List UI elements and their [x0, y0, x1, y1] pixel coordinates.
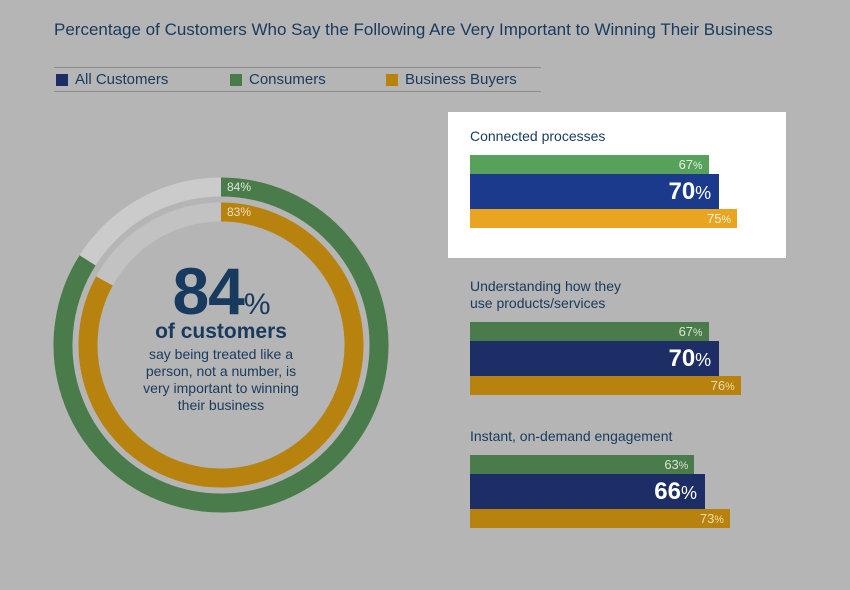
legend-label-all-customers: All Customers: [75, 71, 169, 88]
bar-group: Understanding how they use products/servi…: [448, 262, 786, 395]
bar-unit: %: [680, 483, 697, 503]
bar-value: 63: [664, 457, 679, 472]
bar-group-label: Understanding how they use products/servi…: [470, 278, 621, 312]
bar-all: 66%: [470, 474, 705, 509]
donut-center: 84% of customers say being treated like …: [51, 175, 391, 515]
bar-group-label-line: Connected processes: [470, 128, 606, 144]
donut-headline: of customers: [155, 320, 287, 343]
bar-value: 67: [678, 324, 694, 339]
bar-group-label: Instant, on-demand engagement: [470, 428, 672, 445]
bar-group-label-line: Understanding how they: [470, 278, 621, 294]
bar-value: 76: [710, 378, 726, 393]
donut-big-unit: %: [243, 288, 271, 321]
legend-item-consumers: Consumers: [230, 71, 326, 88]
bar-group: Instant, on-demand engagement 63% 66% 73%: [448, 412, 786, 540]
donut-chart: 84% 83%: [51, 175, 391, 515]
bar-consumers: 63%: [470, 455, 695, 474]
bar-business: 73%: [470, 509, 730, 528]
bar-unit: %: [714, 514, 724, 526]
bar-value: 73: [699, 511, 715, 526]
donut-label-business-buyers: 83%: [227, 205, 251, 219]
donut-svg: 84% 83%: [53, 177, 389, 513]
bar-unit: %: [678, 460, 689, 472]
donut-arc-consumers: [53, 177, 389, 513]
donut-big-number: 84: [172, 254, 244, 328]
bar-group-label-line: Instant, on-demand engagement: [470, 428, 673, 444]
bar-all: 70%: [470, 174, 720, 209]
bar-all: 70%: [470, 341, 720, 376]
bar-unit: %: [693, 160, 703, 172]
bar-value: 75: [707, 211, 722, 226]
legend-label-business-buyers: Business Buyers: [405, 71, 517, 88]
bar-unit: %: [721, 214, 731, 226]
bar-unit: %: [695, 183, 712, 203]
legend-item-business-buyers: Business Buyers: [386, 71, 517, 88]
bar-business: 75%: [470, 209, 737, 228]
bar-business: 76%: [470, 376, 741, 395]
legend-label-consumers: Consumers: [249, 71, 326, 88]
legend: All Customers Consumers Business Buyers: [54, 67, 541, 92]
bar-unit: %: [695, 350, 712, 370]
legend-swatch-business-buyers: [386, 73, 398, 86]
bar-group-label-line: use products/services: [470, 295, 606, 311]
bar-value: 70: [668, 345, 696, 372]
bar-consumers: 67%: [470, 155, 709, 174]
legend-item-all-customers: All Customers: [56, 71, 168, 88]
donut-description: say being treated like a person, not a n…: [143, 346, 299, 413]
bar-consumers: 67%: [470, 322, 709, 341]
bar-unit: %: [693, 327, 703, 339]
legend-swatch-consumers: [230, 73, 242, 86]
chart-title: Percentage of Customers Who Say the Foll…: [54, 20, 773, 39]
bar-value: 67: [678, 157, 694, 172]
donut-big-value: 84%: [51, 258, 391, 338]
bar-group-label: Connected processes: [470, 128, 605, 145]
bar-unit: %: [725, 381, 735, 393]
bar-value: 70: [668, 178, 696, 205]
donut-arc-business-buyers: [78, 202, 364, 488]
bar-value: 66: [654, 478, 681, 505]
legend-swatch-all-customers: [56, 73, 68, 86]
donut-label-consumers: 84%: [227, 180, 251, 194]
bar-group: Connected processes 67% 70% 75%: [448, 112, 786, 258]
